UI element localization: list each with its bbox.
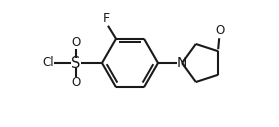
Text: S: S xyxy=(71,55,81,70)
Text: N: N xyxy=(177,56,187,70)
Text: Cl: Cl xyxy=(42,57,54,69)
Text: O: O xyxy=(216,24,225,37)
Text: O: O xyxy=(71,76,81,90)
Text: O: O xyxy=(71,36,81,50)
Text: F: F xyxy=(102,12,110,25)
